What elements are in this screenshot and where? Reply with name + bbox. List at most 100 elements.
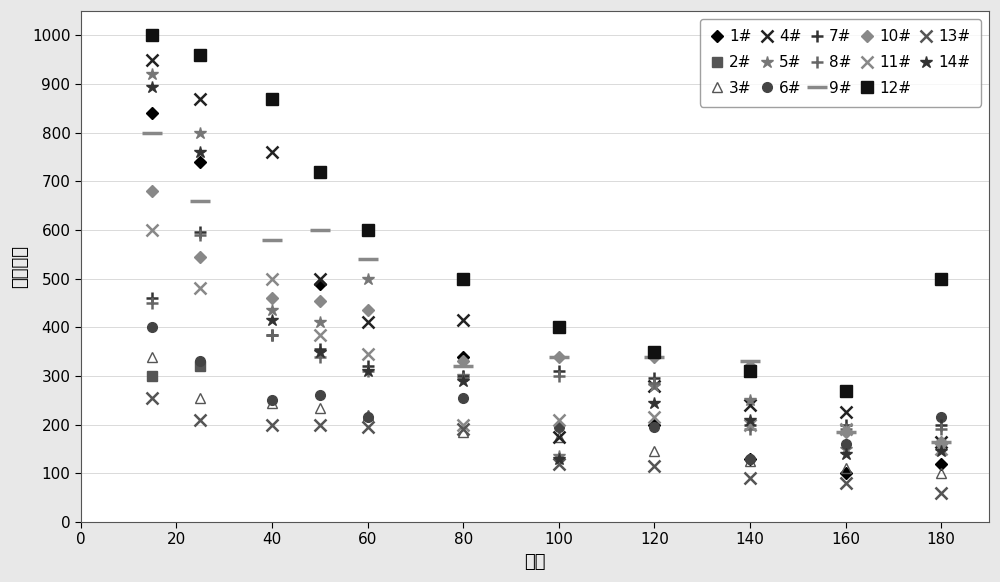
12# xyxy=(194,51,206,58)
13# xyxy=(146,395,158,402)
8# xyxy=(146,300,158,307)
12# xyxy=(314,168,326,175)
8# xyxy=(194,232,206,239)
7# xyxy=(362,363,374,370)
5# xyxy=(314,319,326,326)
8# xyxy=(744,426,756,433)
Line: 13#: 13# xyxy=(147,392,947,498)
5# xyxy=(362,275,374,282)
5# xyxy=(457,372,469,379)
X-axis label: 时间: 时间 xyxy=(524,553,546,571)
1# xyxy=(146,110,158,117)
3# xyxy=(648,448,660,455)
9# xyxy=(266,236,278,243)
3# xyxy=(314,404,326,411)
6# xyxy=(457,395,469,402)
Line: 4#: 4# xyxy=(147,54,947,447)
10# xyxy=(648,353,660,360)
6# xyxy=(553,424,565,431)
3# xyxy=(744,457,756,464)
4# xyxy=(457,317,469,324)
6# xyxy=(744,455,756,462)
4# xyxy=(194,95,206,102)
5# xyxy=(553,453,565,460)
13# xyxy=(266,421,278,428)
Line: 2#: 2# xyxy=(148,94,946,395)
7# xyxy=(194,229,206,236)
Line: 9#: 9# xyxy=(143,123,951,452)
1# xyxy=(648,421,660,428)
13# xyxy=(362,424,374,431)
12# xyxy=(553,324,565,331)
7# xyxy=(553,368,565,375)
2# xyxy=(553,324,565,331)
10# xyxy=(553,353,565,360)
5# xyxy=(146,71,158,78)
14# xyxy=(457,377,469,384)
Line: 1#: 1# xyxy=(148,109,945,477)
8# xyxy=(362,368,374,375)
2# xyxy=(744,368,756,375)
1# xyxy=(553,324,565,331)
8# xyxy=(457,375,469,382)
12# xyxy=(935,275,947,282)
Line: 10#: 10# xyxy=(148,187,945,446)
11# xyxy=(314,331,326,338)
6# xyxy=(314,392,326,399)
11# xyxy=(744,421,756,428)
1# xyxy=(314,280,326,287)
8# xyxy=(314,353,326,360)
14# xyxy=(266,317,278,324)
12# xyxy=(362,226,374,233)
3# xyxy=(266,399,278,406)
6# xyxy=(146,324,158,331)
2# xyxy=(840,387,852,394)
14# xyxy=(840,450,852,457)
2# xyxy=(935,275,947,282)
5# xyxy=(266,307,278,314)
Y-axis label: 绍缘电阻: 绍缘电阻 xyxy=(11,245,29,288)
2# xyxy=(314,168,326,175)
10# xyxy=(362,307,374,314)
12# xyxy=(840,387,852,394)
9# xyxy=(648,353,660,360)
6# xyxy=(194,358,206,365)
4# xyxy=(935,438,947,445)
13# xyxy=(744,475,756,482)
8# xyxy=(840,426,852,433)
1# xyxy=(744,455,756,462)
7# xyxy=(935,421,947,428)
4# xyxy=(362,319,374,326)
10# xyxy=(266,294,278,301)
13# xyxy=(194,416,206,423)
6# xyxy=(362,414,374,421)
13# xyxy=(553,460,565,467)
Line: 7#: 7# xyxy=(146,226,947,431)
7# xyxy=(648,375,660,382)
1# xyxy=(935,460,947,467)
13# xyxy=(840,480,852,487)
6# xyxy=(266,397,278,404)
9# xyxy=(744,358,756,365)
7# xyxy=(744,421,756,428)
9# xyxy=(840,428,852,435)
4# xyxy=(146,56,158,63)
12# xyxy=(146,32,158,39)
Line: 3#: 3# xyxy=(148,352,946,478)
3# xyxy=(362,411,374,418)
6# xyxy=(648,424,660,431)
12# xyxy=(648,348,660,355)
3# xyxy=(553,433,565,440)
3# xyxy=(457,428,469,435)
11# xyxy=(194,285,206,292)
2# xyxy=(194,363,206,370)
6# xyxy=(840,441,852,448)
Line: 6#: 6# xyxy=(148,322,946,463)
8# xyxy=(553,372,565,379)
10# xyxy=(840,428,852,435)
7# xyxy=(314,346,326,353)
12# xyxy=(457,275,469,282)
1# xyxy=(194,158,206,165)
6# xyxy=(935,414,947,421)
5# xyxy=(194,129,206,136)
